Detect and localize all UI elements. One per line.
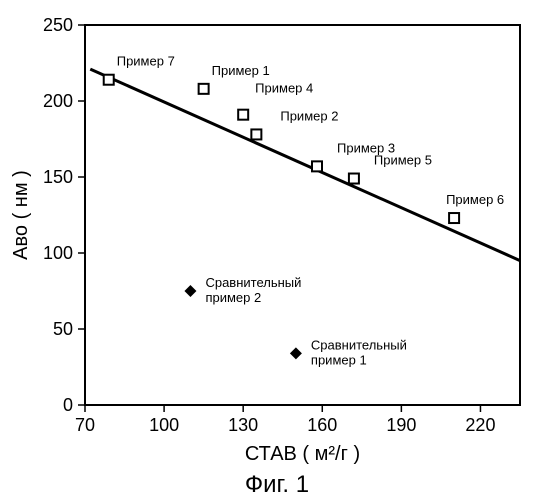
x-tick-label: 70 xyxy=(75,415,95,435)
data-label: Пример 2 xyxy=(280,108,338,123)
figure-caption: Фиг. 1 xyxy=(245,471,309,498)
y-tick-label: 150 xyxy=(43,167,73,187)
data-point-square xyxy=(104,75,114,85)
data-label: Пример 4 xyxy=(255,81,313,96)
data-point-square xyxy=(312,161,322,171)
data-label: Пример 5 xyxy=(374,153,432,168)
data-point-square xyxy=(349,174,359,184)
data-point-square xyxy=(251,129,261,139)
data-point-square xyxy=(199,84,209,94)
y-tick-label: 200 xyxy=(43,91,73,111)
data-point-square xyxy=(449,213,459,223)
data-label: Пример 1 xyxy=(212,63,270,78)
x-tick-label: 190 xyxy=(386,415,416,435)
y-tick-label: 250 xyxy=(43,15,73,35)
y-axis-label: Aво ( нм ) xyxy=(10,170,32,260)
y-tick-label: 0 xyxy=(63,395,73,415)
x-tick-label: 130 xyxy=(228,415,258,435)
y-tick-label: 50 xyxy=(53,319,73,339)
x-tick-label: 220 xyxy=(465,415,495,435)
x-axis-label: СТАВ ( м²/г ) xyxy=(245,443,360,465)
y-tick-label: 100 xyxy=(43,243,73,263)
data-point-square xyxy=(238,110,248,120)
data-label: Пример 6 xyxy=(446,192,504,207)
x-tick-label: 100 xyxy=(149,415,179,435)
data-label: Пример 7 xyxy=(117,54,175,69)
x-tick-label: 160 xyxy=(307,415,337,435)
